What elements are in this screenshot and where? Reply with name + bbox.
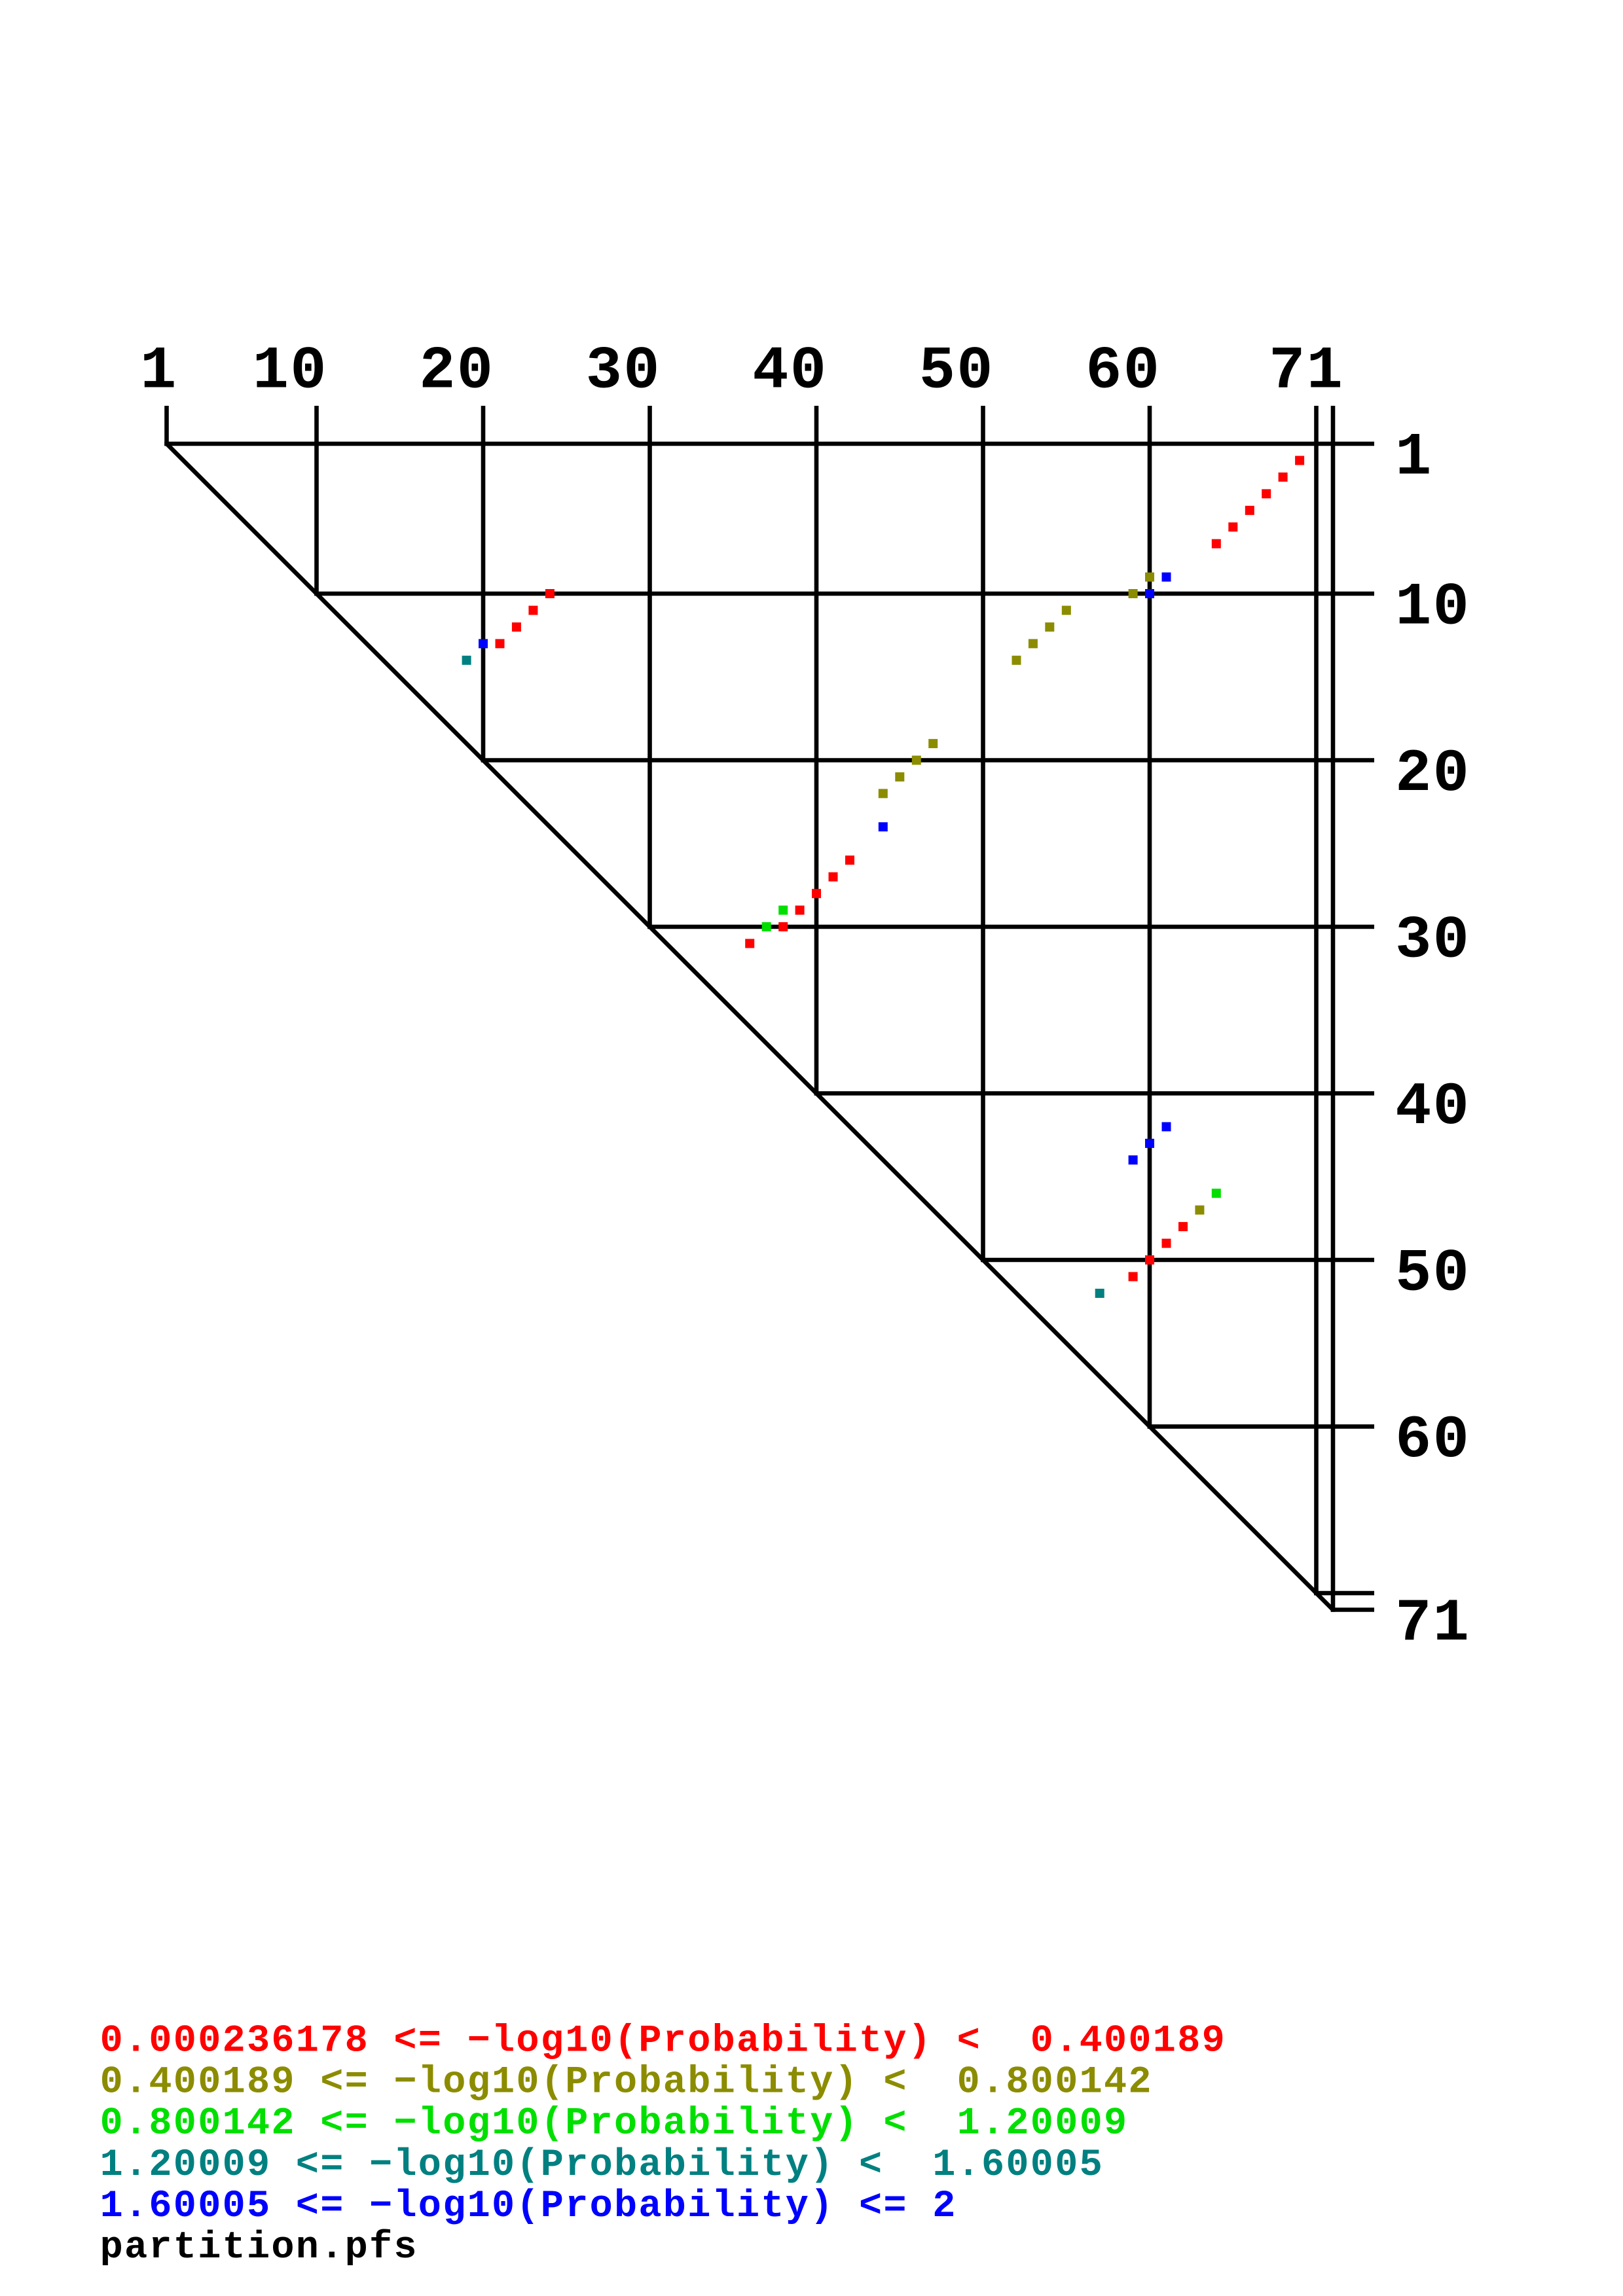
svg-text:1.20009 <= −log10(Probability): 1.20009 <= −log10(Probability) < 1.60005	[100, 2143, 1103, 2187]
svg-text:1.60005 <= −log10(Probability): 1.60005 <= −log10(Probability) <= 2	[100, 2184, 956, 2228]
svg-text:1: 1	[1395, 423, 1431, 492]
svg-text:0.400189 <= −log10(Probability: 0.400189 <= −log10(Probability) < 0.8001…	[100, 2060, 1152, 2104]
svg-text:1: 1	[140, 337, 176, 406]
svg-text:partition.pfs: partition.pfs	[100, 2225, 417, 2269]
